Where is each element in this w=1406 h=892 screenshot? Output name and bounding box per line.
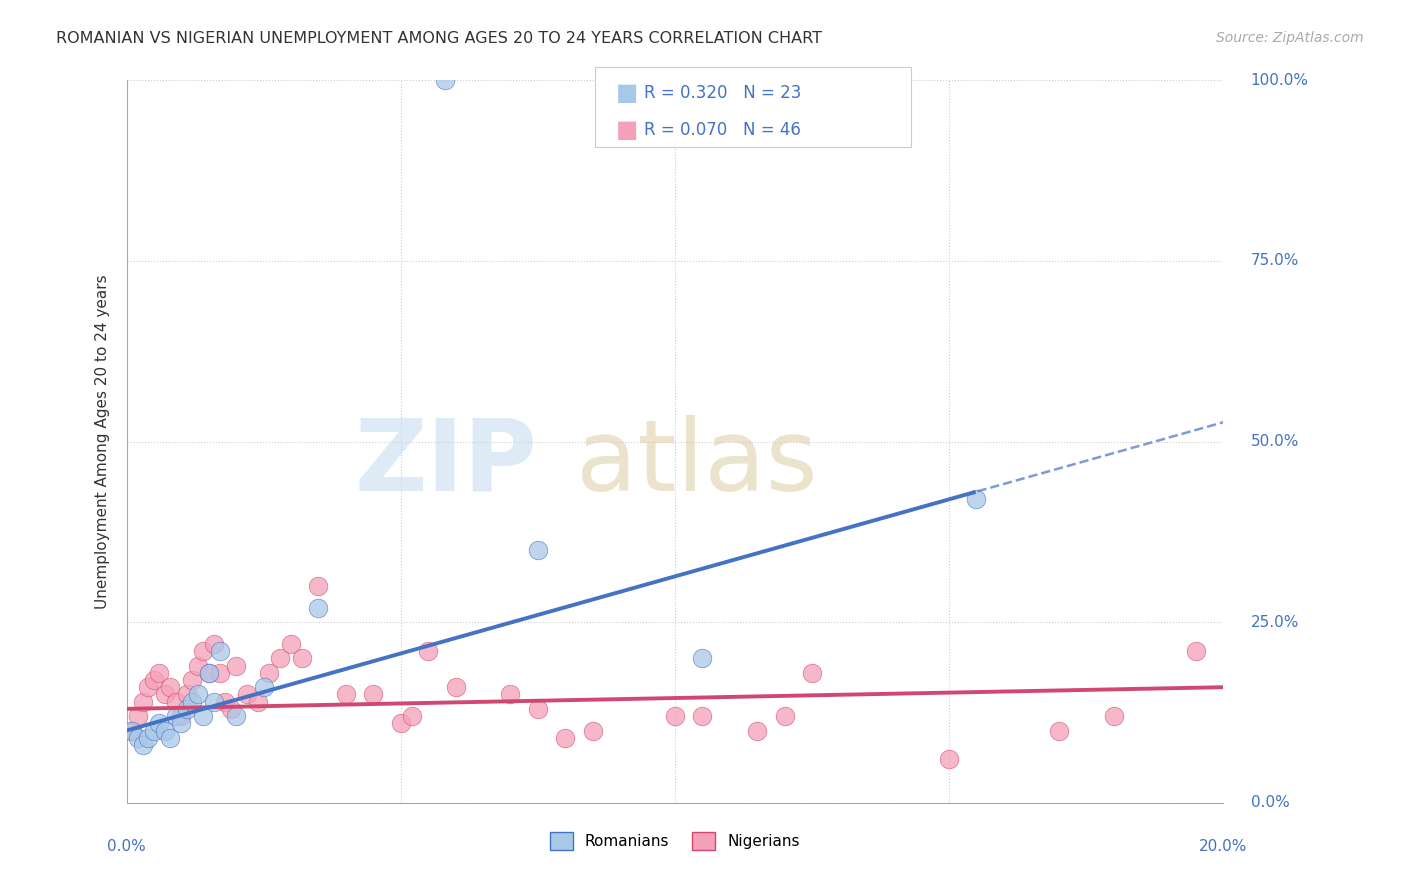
Point [745, 723, 768, 738]
Point [176, 687, 198, 701]
Point [433, 73, 456, 87]
Text: Source: ZipAtlas.com: Source: ZipAtlas.com [1216, 31, 1364, 45]
Point [202, 695, 225, 709]
Point [269, 651, 291, 665]
Point [159, 731, 181, 745]
Point [692, 651, 714, 665]
Point [170, 716, 193, 731]
Point [193, 709, 215, 723]
Point [170, 709, 193, 723]
Point [499, 687, 522, 701]
Point [1102, 709, 1125, 723]
Point [401, 709, 423, 723]
Point [181, 673, 204, 687]
Point [165, 709, 187, 723]
Text: ROMANIAN VS NIGERIAN UNEMPLOYMENT AMONG AGES 20 TO 24 YEARS CORRELATION CHART: ROMANIAN VS NIGERIAN UNEMPLOYMENT AMONG … [56, 31, 823, 46]
Point [121, 723, 143, 738]
Point [582, 723, 605, 738]
Point [280, 637, 302, 651]
Point [132, 738, 155, 752]
Point [127, 709, 149, 723]
Point [692, 709, 714, 723]
Point [416, 644, 439, 658]
Point [219, 702, 242, 716]
Point [121, 723, 143, 738]
Point [138, 680, 160, 694]
Point [159, 680, 181, 694]
Point [664, 709, 686, 723]
Point [444, 680, 467, 694]
Point [197, 665, 219, 680]
Point [197, 665, 219, 680]
Point [208, 665, 231, 680]
Point [153, 687, 176, 701]
Point [225, 709, 247, 723]
Text: 50.0%: 50.0% [1251, 434, 1299, 449]
Point [187, 658, 209, 673]
Text: ■: ■ [616, 119, 638, 142]
Point [214, 695, 236, 709]
Point [165, 695, 187, 709]
Text: ■: ■ [616, 81, 638, 104]
Point [193, 644, 215, 658]
Point [208, 644, 231, 658]
Point [127, 731, 149, 745]
Point [153, 723, 176, 738]
Point [554, 731, 576, 745]
Point [1047, 723, 1070, 738]
Point [247, 695, 270, 709]
Text: atlas: atlas [576, 415, 818, 512]
Point [181, 695, 204, 709]
Y-axis label: Unemployment Among Ages 20 to 24 years: Unemployment Among Ages 20 to 24 years [94, 274, 110, 609]
Point [236, 687, 259, 701]
Point [307, 600, 329, 615]
Point [965, 492, 987, 507]
Point [253, 680, 276, 694]
Point [202, 637, 225, 651]
Point [938, 752, 960, 766]
Text: R = 0.320   N = 23: R = 0.320 N = 23 [644, 84, 801, 102]
Point [176, 702, 198, 716]
Point [257, 665, 280, 680]
Point [148, 665, 170, 680]
Text: 75.0%: 75.0% [1251, 253, 1299, 268]
Text: 25.0%: 25.0% [1251, 615, 1299, 630]
Legend: Romanians, Nigerians: Romanians, Nigerians [544, 826, 806, 856]
Point [363, 687, 385, 701]
Point [143, 723, 166, 738]
Point [526, 542, 548, 557]
Point [138, 731, 160, 745]
Text: 100.0%: 100.0% [1251, 73, 1309, 87]
Point [143, 673, 166, 687]
Text: 0.0%: 0.0% [107, 838, 146, 854]
Point [1185, 644, 1208, 658]
Text: R = 0.070   N = 46: R = 0.070 N = 46 [644, 121, 801, 139]
Point [801, 665, 824, 680]
Text: 20.0%: 20.0% [1199, 838, 1247, 854]
Point [526, 702, 548, 716]
Text: ZIP: ZIP [354, 415, 537, 512]
Point [291, 651, 314, 665]
Point [148, 716, 170, 731]
Point [225, 658, 247, 673]
Point [335, 687, 357, 701]
Point [307, 579, 329, 593]
Point [773, 709, 796, 723]
Text: 0.0%: 0.0% [1251, 796, 1289, 810]
Point [132, 695, 155, 709]
Point [187, 687, 209, 701]
Point [389, 716, 412, 731]
